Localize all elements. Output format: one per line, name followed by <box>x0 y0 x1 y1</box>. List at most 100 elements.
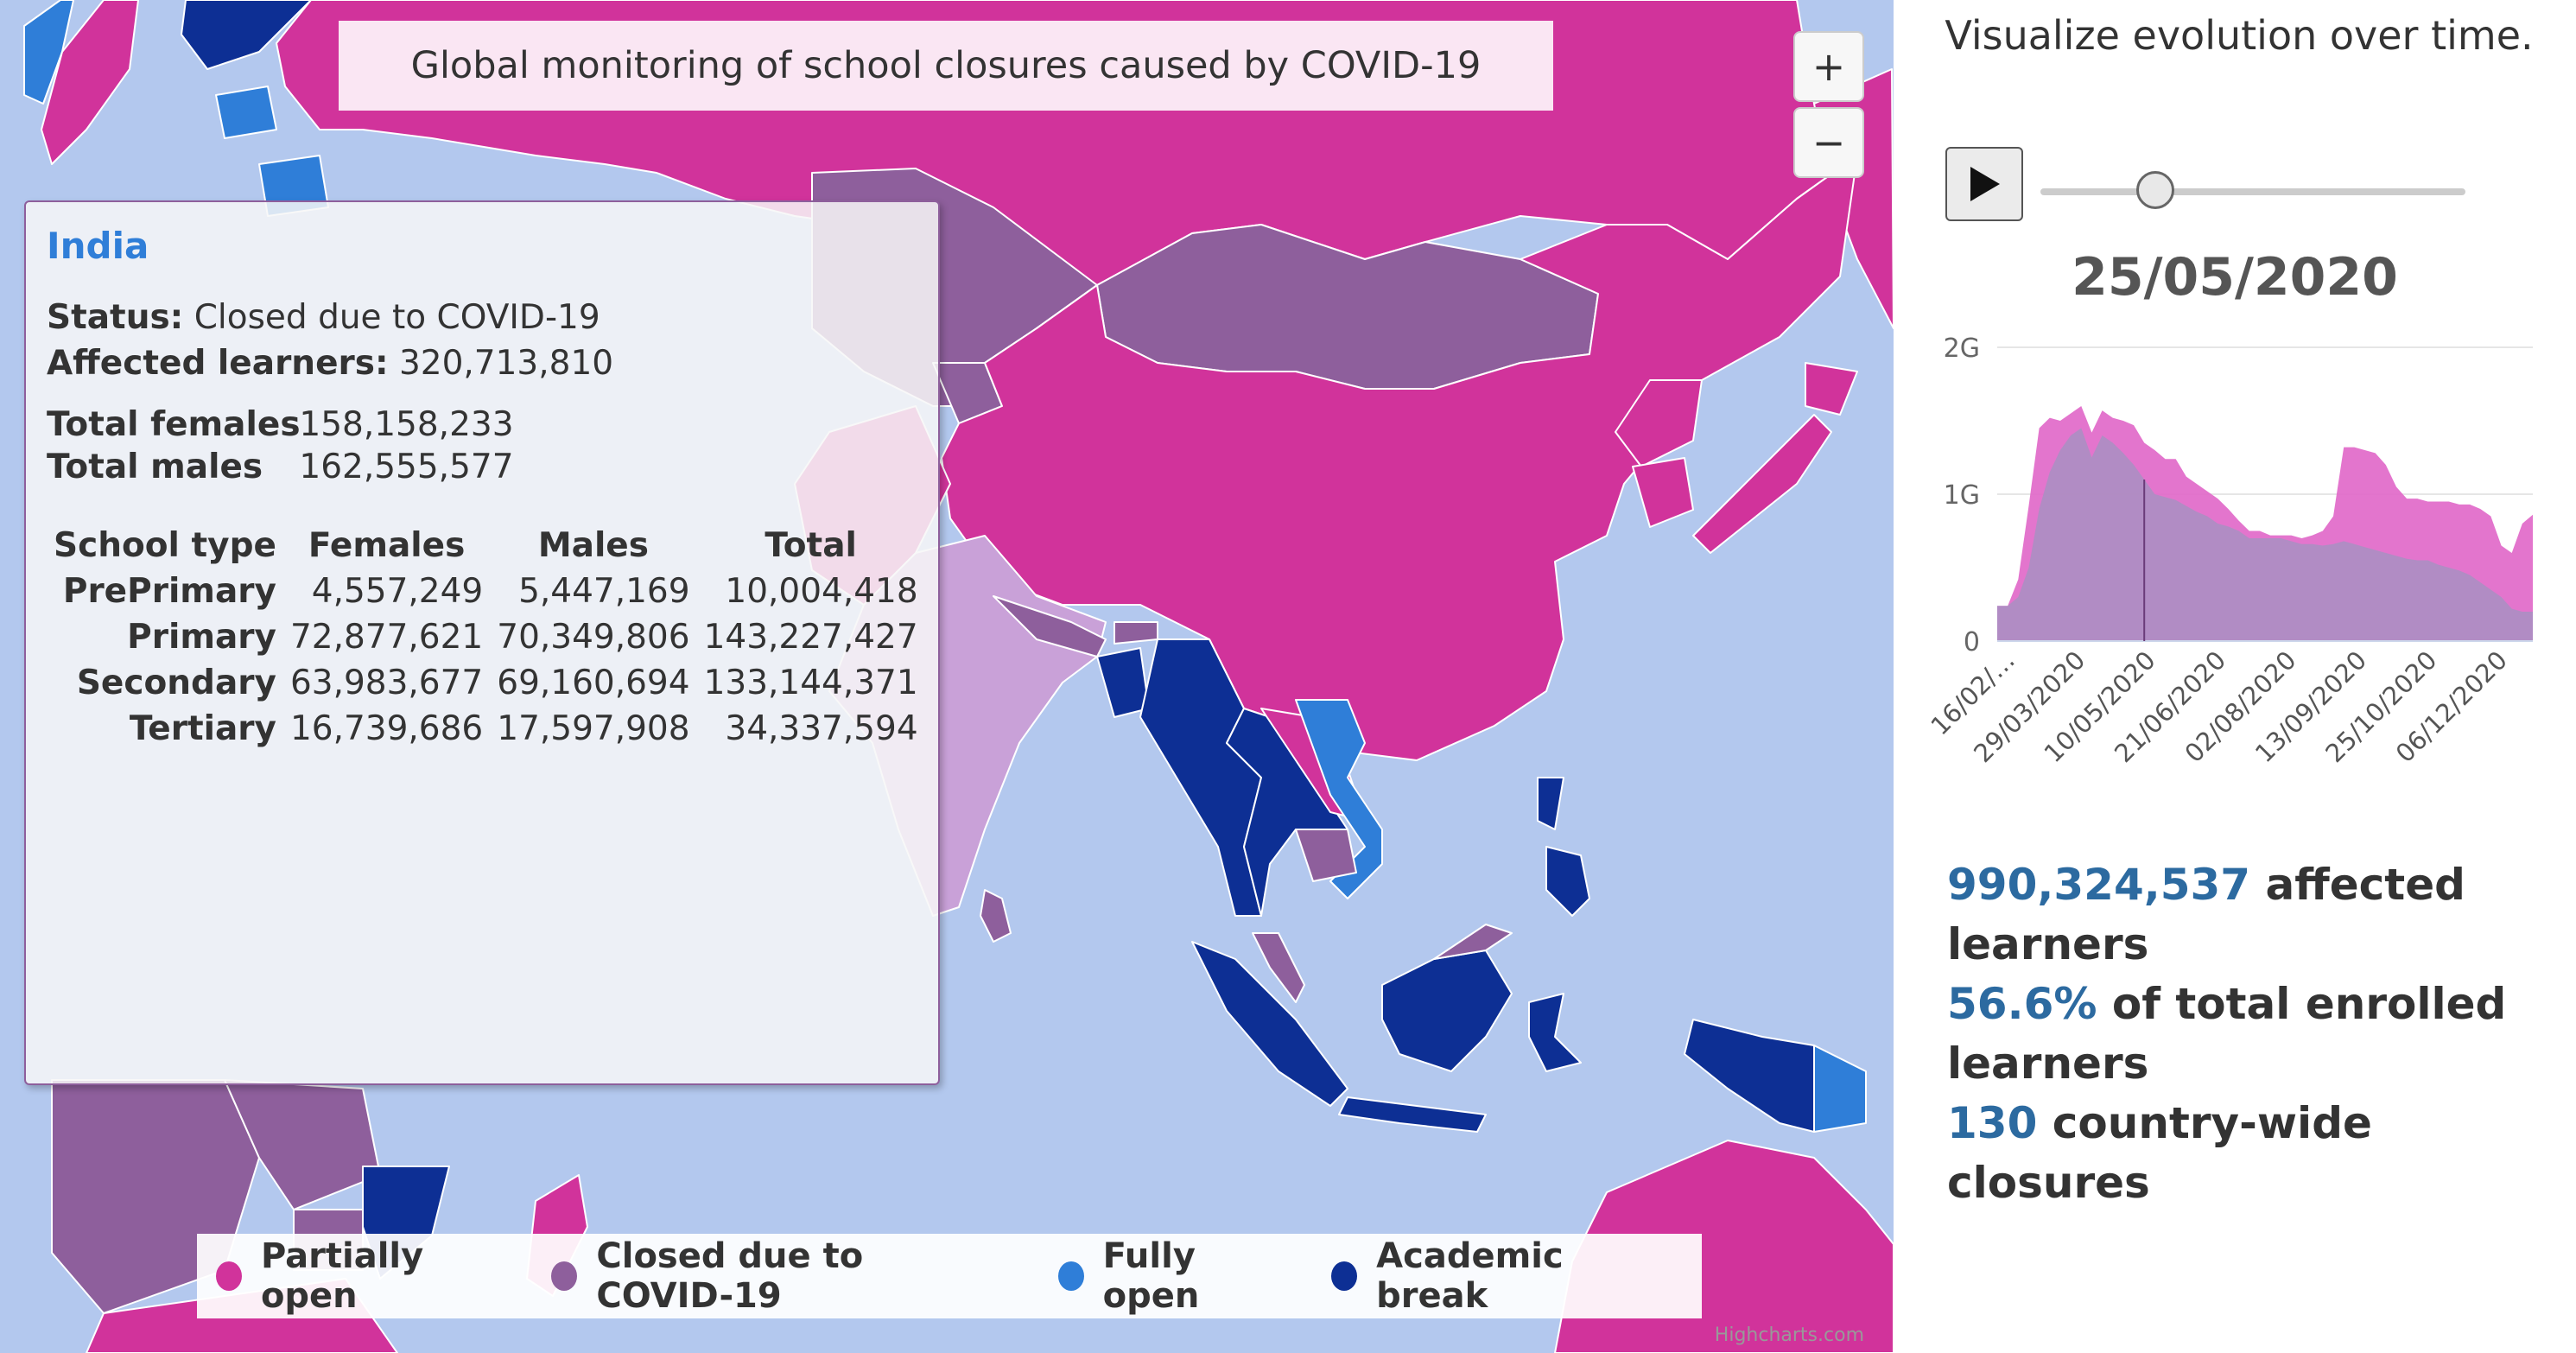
summary-stats: 990,324,537 affected learners 56.6% of t… <box>1947 855 2576 1213</box>
row-females: 16,739,686 <box>289 709 484 748</box>
row-males: 69,160,694 <box>497 664 690 702</box>
timeline-panel: Visualize evolution over time. 25/05/202… <box>1894 0 2576 1353</box>
country-finland[interactable] <box>181 0 312 70</box>
legend-item-partially-open[interactable]: Partially open <box>216 1236 499 1316</box>
row-school-type: Primary <box>127 618 276 657</box>
play-icon <box>1970 167 2000 201</box>
chart-y-tick-label: 1G <box>1944 480 1980 511</box>
stat-learners-text: affected learners <box>1947 860 2465 969</box>
school-type-table: School type Females Males Total PrePrima… <box>47 523 925 752</box>
country-tooltip: India Status: Closed due to COVID-19 Aff… <box>24 200 940 1085</box>
tooltip-males-value: 162,555,577 <box>299 448 514 486</box>
stat-closures-text: country-wide closures <box>1947 1098 2372 1208</box>
country-north-korea[interactable] <box>1615 379 1703 467</box>
tooltip-status: Status: Closed due to COVID-19 <box>47 298 917 337</box>
country-south-korea[interactable] <box>1632 457 1694 528</box>
table-row: Tertiary 16,739,686 17,597,908 34,337,59… <box>47 706 925 752</box>
legend-label: Academic break <box>1376 1236 1564 1316</box>
country-hokkaido[interactable] <box>1805 362 1858 416</box>
header-school-type: School type <box>54 526 276 565</box>
header-females: Females <box>308 526 466 565</box>
tooltip-males-row: Total males 162,555,577 <box>47 448 917 486</box>
play-button[interactable] <box>1945 147 2023 221</box>
table-row: Secondary 63,983,677 69,160,694 133,144,… <box>47 660 925 706</box>
legend-dot-academic-break <box>1331 1261 1358 1291</box>
stat-pct-value: 56.6% <box>1947 979 2097 1029</box>
legend-label: Partially open <box>260 1236 424 1316</box>
country-nepal[interactable] <box>993 595 1107 657</box>
tooltip-status-value: Closed due to COVID-19 <box>194 298 600 337</box>
row-males: 70,349,806 <box>497 618 690 657</box>
country-sabah[interactable] <box>1433 924 1513 960</box>
row-school-type: Tertiary <box>129 709 276 748</box>
row-males: 5,447,169 <box>518 572 690 611</box>
zoom-in-button[interactable]: + <box>1793 31 1864 102</box>
world-map[interactable]: Global monitoring of school closures cau… <box>0 0 1894 1353</box>
legend-dot-partially-open <box>216 1261 242 1291</box>
chart-area-series-2[interactable] <box>1997 428 2533 642</box>
table-row: Primary 72,877,621 70,349,806 143,227,42… <box>47 614 925 660</box>
row-total: 10,004,418 <box>725 572 918 611</box>
tooltip-gender-totals: Total females 158,158,233 Total males 16… <box>47 405 917 486</box>
stat-pct-text: of total enrolled learners <box>1947 979 2507 1089</box>
tooltip-status-label: Status: <box>47 298 184 337</box>
country-japan[interactable] <box>1692 414 1832 554</box>
legend-dot-fully-open <box>1057 1261 1084 1291</box>
chart-y-tick-label: 2G <box>1944 333 1980 364</box>
country-sumatra[interactable] <box>1191 941 1348 1107</box>
highcharts-credit[interactable]: Highcharts.com <box>1714 1324 1864 1346</box>
country-cambodia[interactable] <box>1295 829 1357 882</box>
timeline-title: Visualize evolution over time. <box>1945 12 2534 59</box>
tooltip-females-row: Total females 158,158,233 <box>47 405 917 444</box>
country-zambia[interactable] <box>224 1079 381 1210</box>
timeline-slider-thumb[interactable] <box>2135 171 2174 209</box>
table-header-row: School type Females Males Total <box>47 523 925 569</box>
zoom-out-button[interactable]: − <box>1793 107 1864 178</box>
country-philippines[interactable] <box>1537 777 1590 917</box>
country-baltics[interactable] <box>215 86 277 139</box>
stat-learners-value: 990,324,537 <box>1947 860 2251 910</box>
timeline-slider-track[interactable] <box>2040 188 2465 195</box>
row-females: 63,983,677 <box>289 664 484 702</box>
row-school-type: PrePrimary <box>62 572 276 611</box>
current-date: 25/05/2020 <box>2072 247 2398 308</box>
country-sri-lanka[interactable] <box>980 889 1012 943</box>
country-sweden[interactable] <box>41 0 139 165</box>
country-sulawesi[interactable] <box>1528 993 1582 1072</box>
legend-item-fully-open[interactable]: Fully open <box>1057 1236 1279 1316</box>
country-new-guinea[interactable] <box>1684 1019 1815 1133</box>
tooltip-females-value: 158,158,233 <box>299 405 514 444</box>
stat-enrolled-pct: 56.6% of total enrolled learners <box>1947 975 2576 1094</box>
country-java[interactable] <box>1338 1096 1487 1133</box>
legend-dot-closed <box>551 1261 578 1291</box>
tooltip-affected: Affected learners: 320,713,810 <box>47 344 917 383</box>
map-legend: Partially open Closed due to COVID-19 Fu… <box>197 1234 1702 1318</box>
table-row: PrePrimary 4,557,249 5,447,169 10,004,41… <box>47 569 925 614</box>
legend-item-closed[interactable]: Closed due to COVID-19 <box>551 1236 1006 1316</box>
tooltip-males-label: Total males <box>47 448 263 486</box>
row-school-type: Secondary <box>76 664 276 702</box>
tooltip-affected-value: 320,713,810 <box>398 344 614 383</box>
tooltip-affected-label: Affected learners: <box>47 344 389 383</box>
row-total: 143,227,427 <box>703 618 918 657</box>
stat-closures-value: 130 <box>1947 1098 2038 1148</box>
tooltip-country-name: India <box>47 225 149 267</box>
legend-item-academic-break[interactable]: Academic break <box>1331 1236 1650 1316</box>
country-malaysia[interactable] <box>1252 932 1305 1003</box>
header-males: Males <box>537 526 649 565</box>
country-papua-new-guinea[interactable] <box>1813 1045 1867 1133</box>
country-bhutan[interactable] <box>1114 621 1158 645</box>
stat-closures: 130 country-wide closures <box>1947 1094 2576 1213</box>
row-total: 133,144,371 <box>703 664 918 702</box>
row-females: 4,557,249 <box>311 572 484 611</box>
row-total: 34,337,594 <box>725 709 918 748</box>
stat-affected-learners: 990,324,537 affected learners <box>1947 855 2576 975</box>
header-total: Total <box>765 526 857 565</box>
country-vietnam[interactable] <box>1295 699 1383 899</box>
legend-label: Closed due to COVID-19 <box>596 1236 864 1316</box>
tooltip-females-label: Total females <box>47 405 301 444</box>
row-females: 72,877,621 <box>289 618 484 657</box>
row-males: 17,597,908 <box>497 709 690 748</box>
map-title: Global monitoring of school closures cau… <box>339 21 1553 111</box>
